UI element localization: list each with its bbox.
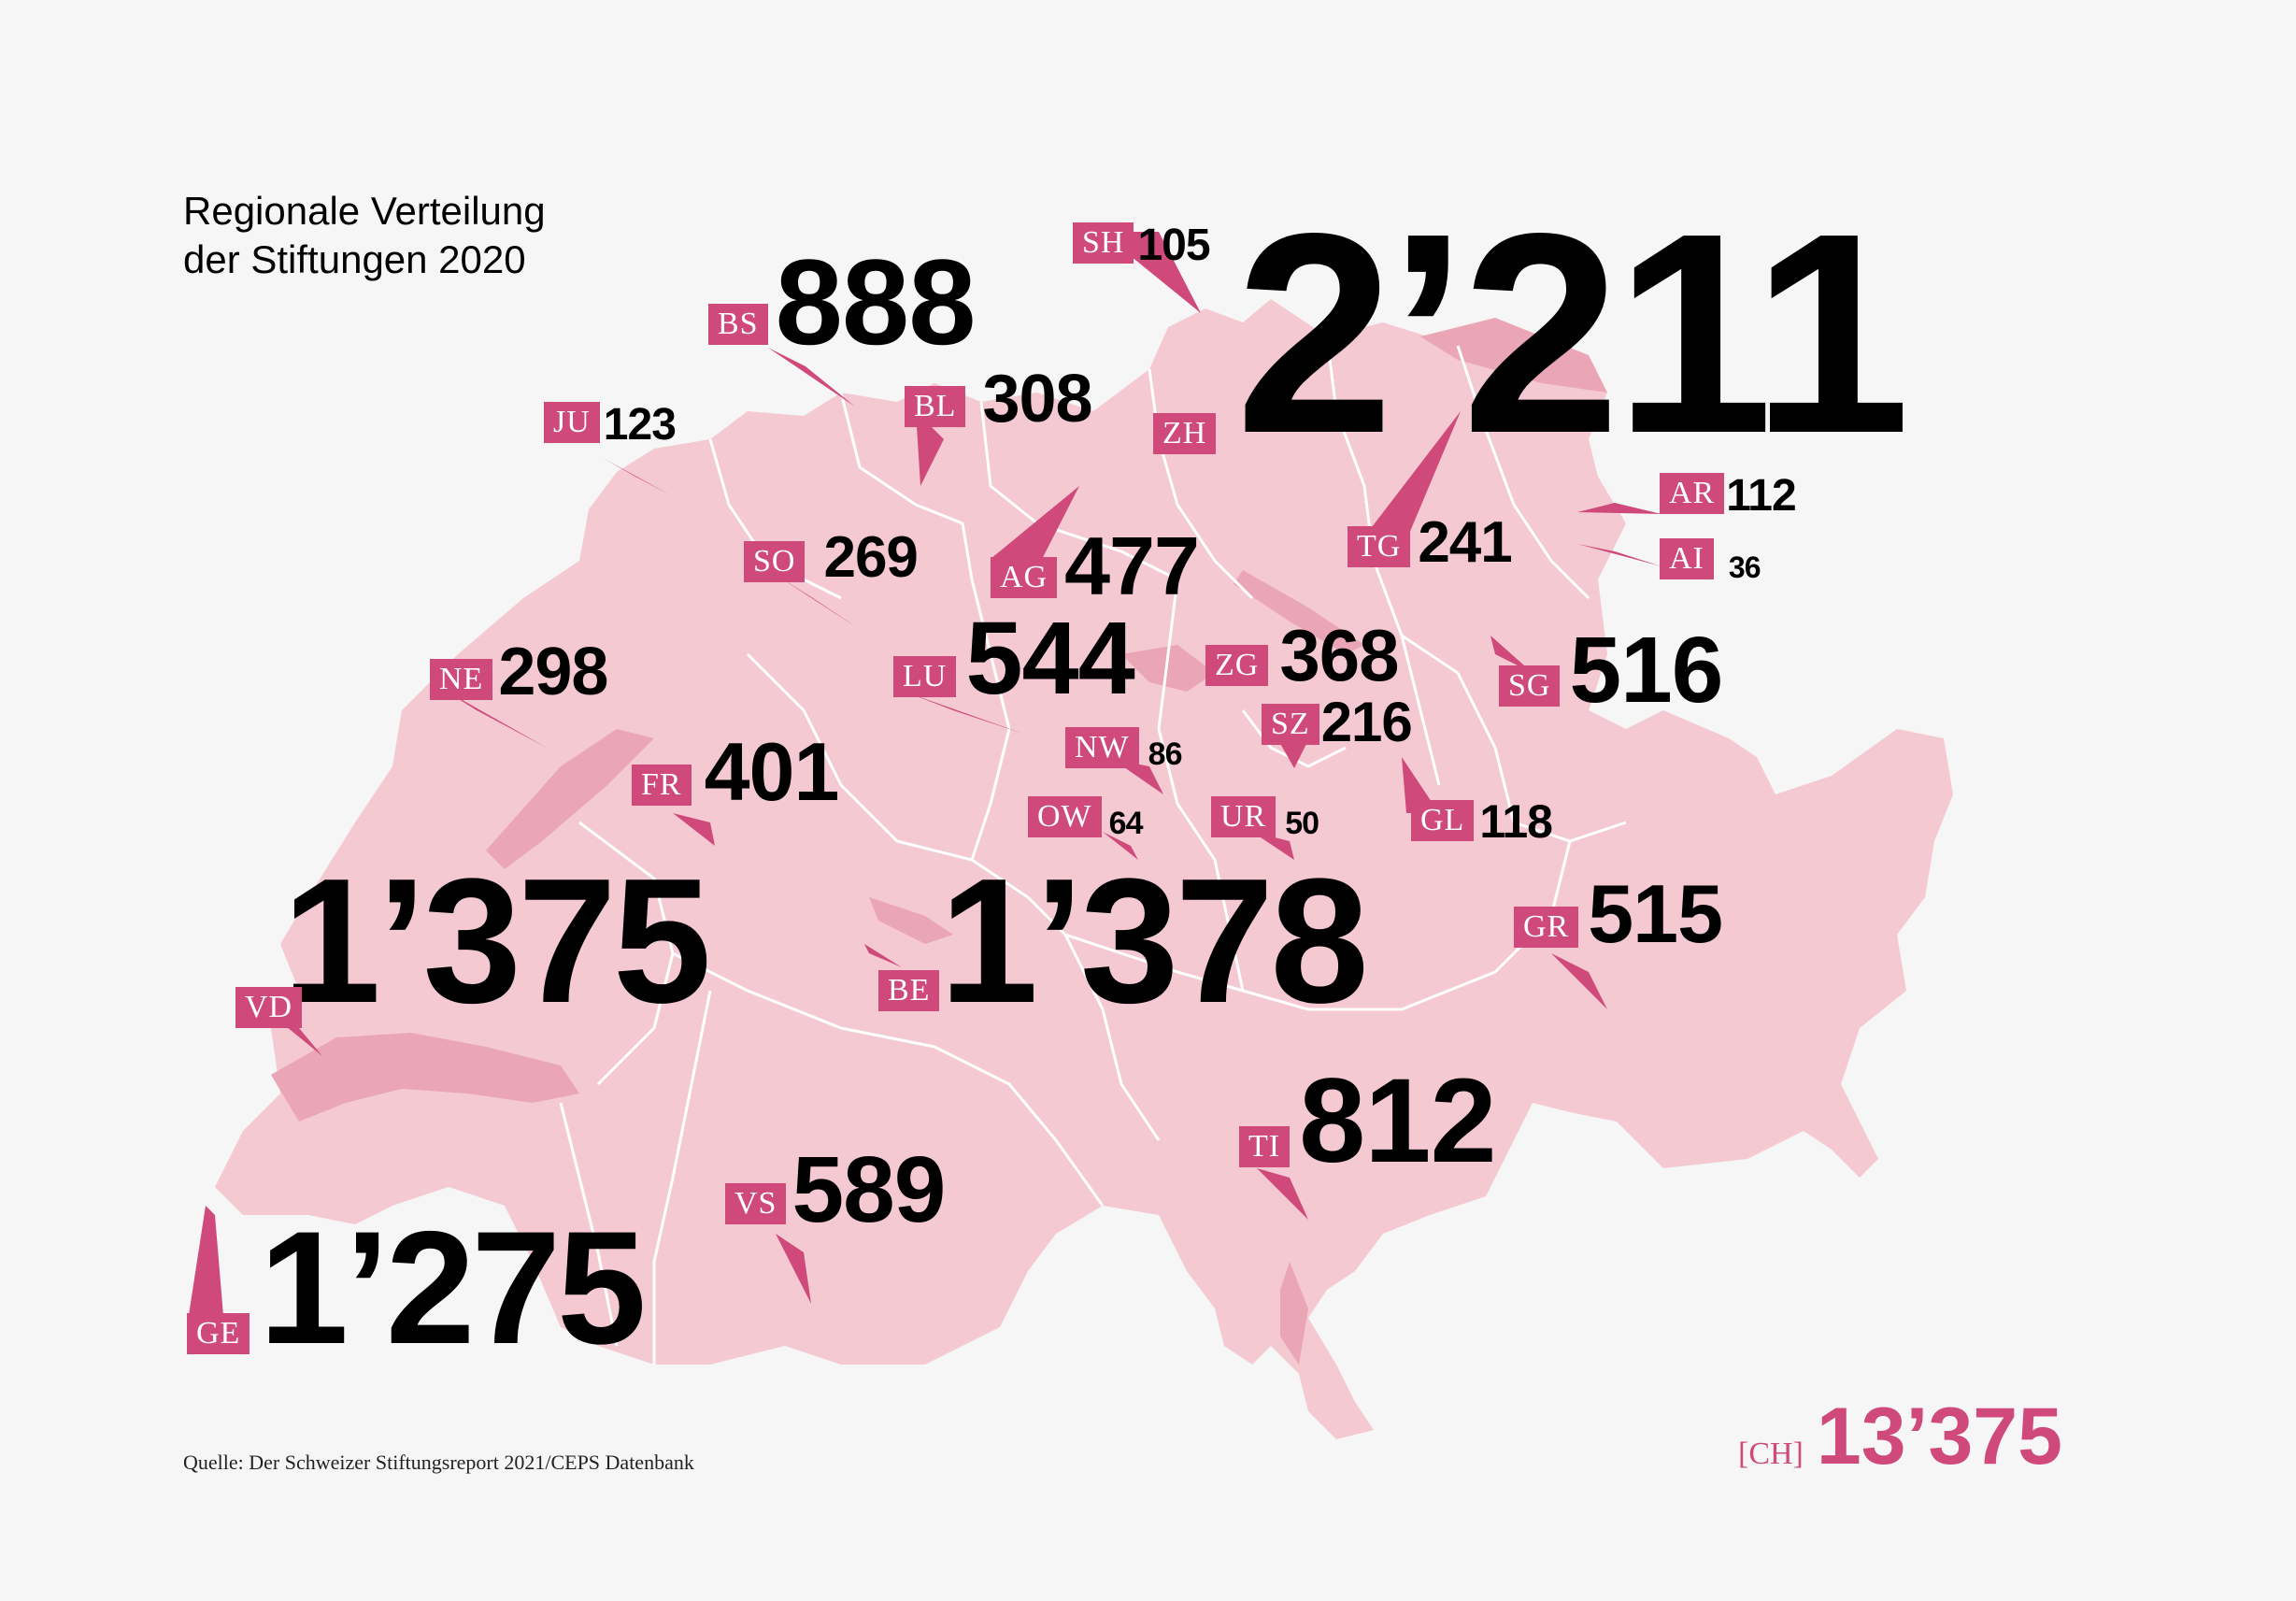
canton-count-ar: 112: [1726, 470, 1796, 521]
canton-label-lu: LU 544: [893, 601, 1135, 716]
canton-tag-sh: SH: [1073, 222, 1134, 264]
canton-tag-ur: UR: [1211, 796, 1276, 837]
canton-label-ar: AR 112: [1660, 470, 1797, 521]
source-note: Quelle: Der Schweizer Stiftungsreport 20…: [183, 1451, 694, 1474]
canton-count-nw: 86: [1148, 736, 1183, 773]
canton-count-gr: 515: [1588, 867, 1723, 960]
canton-count-bs: 888: [775, 234, 977, 370]
canton-count-fr: 401: [704, 725, 840, 818]
canton-label-vd: VD 1’375: [235, 842, 711, 1040]
canton-tag-gl: GL: [1411, 800, 1475, 841]
canton-label-so: SO 269: [744, 525, 919, 590]
label-pointers: [187, 232, 1661, 1327]
lake-thun: [869, 897, 953, 944]
lake-geneva: [271, 1033, 579, 1122]
canton-count-vd: 1’375: [282, 842, 711, 1040]
canton-count-zg: 368: [1279, 614, 1399, 696]
canton-tag-ju: JU: [544, 402, 600, 443]
canton-tag-ai: AI: [1660, 538, 1714, 579]
canton-label-vs: VS 589: [725, 1137, 946, 1242]
canton-count-ai: 36: [1728, 550, 1761, 584]
canton-label-nw: NW 86: [1065, 727, 1183, 773]
canton-count-gl: 118: [1479, 795, 1553, 848]
map-title-line-1: Regionale Verteilung: [183, 189, 546, 233]
canton-tag-zg: ZG: [1205, 644, 1269, 686]
canton-count-vs: 589: [791, 1137, 946, 1242]
switzerland-outline: [215, 299, 1953, 1439]
canton-label-sg: SG 516: [1499, 618, 1723, 722]
canton-label-gr: GR 515: [1514, 867, 1723, 960]
canton-count-ge: 1’275: [259, 1198, 646, 1378]
total-label: [CH]: [1738, 1437, 1804, 1471]
canton-label-fr: FR 401: [632, 725, 840, 818]
canton-count-ow: 64: [1108, 806, 1144, 842]
canton-tag-tg: TG: [1348, 525, 1411, 567]
canton-label-zg: ZG 368: [1205, 614, 1399, 696]
canton-tag-so: SO: [744, 540, 806, 582]
canton-label-tg: TG 241: [1348, 510, 1513, 575]
canton-count-be: 1’378: [939, 842, 1368, 1040]
canton-label-be: BE 1’378: [878, 842, 1369, 1040]
map-title-line-2: der Stiftungen 2020: [183, 237, 526, 281]
canton-tag-vd: VD: [235, 987, 303, 1028]
canton-tag-gr: GR: [1514, 907, 1579, 949]
canton-tag-ar: AR: [1660, 473, 1725, 514]
canton-tag-nw: NW: [1065, 727, 1139, 768]
canton-tag-sg: SG: [1499, 665, 1561, 707]
canton-label-ne: NE 298: [430, 635, 608, 709]
canton-count-bl: 308: [982, 362, 1092, 436]
canton-label-ai: AI 36: [1660, 538, 1761, 584]
canton-count-tg: 241: [1418, 510, 1512, 575]
canton-tag-vs: VS: [725, 1183, 787, 1224]
canton-tag-zh: ZH: [1153, 413, 1217, 454]
canton-tag-ag: AG: [991, 557, 1058, 599]
canton-label-bl: BL 308: [905, 362, 1093, 436]
canton-tag-ow: OW: [1028, 796, 1102, 837]
map-title: Regionale Verteilung der Stiftungen 2020: [183, 187, 546, 284]
canton-label-sh: SH 105: [1073, 220, 1211, 270]
canton-tag-ge: GE: [187, 1313, 250, 1355]
canton-count-ur: 50: [1285, 806, 1319, 842]
canton-label-ti: TI 812: [1239, 1054, 1497, 1188]
canton-tag-be: BE: [878, 969, 940, 1011]
canton-tag-fr: FR: [632, 765, 692, 807]
total-switzerland: [CH] 13’375: [1738, 1391, 2062, 1483]
total-value: 13’375: [1816, 1392, 2062, 1481]
canton-count-sz: 216: [1320, 691, 1413, 753]
canton-count-sg: 516: [1569, 618, 1723, 722]
canton-count-lu: 544: [965, 601, 1135, 716]
canton-label-ju: JU 123: [544, 399, 677, 450]
canton-label-zh: ZH 2’211: [1153, 174, 1910, 493]
canton-label-ge: GE 1’275: [187, 1198, 647, 1378]
lake-neuchatel: [486, 729, 654, 869]
canton-tag-ne: NE: [430, 659, 493, 701]
canton-label-bs: BS 888: [708, 234, 977, 370]
canton-label-ur: UR 50: [1211, 796, 1319, 842]
canton-count-so: 269: [823, 525, 918, 590]
canton-count-ti: 812: [1299, 1054, 1497, 1188]
canton-count-zh: 2’211: [1235, 174, 1910, 493]
canton-label-gl: GL 118: [1411, 795, 1553, 848]
canton-tag-sz: SZ: [1262, 704, 1319, 746]
canton-label-sz: SZ 216: [1262, 691, 1413, 753]
canton-count-sh: 105: [1137, 220, 1210, 270]
lake-maggiore: [1280, 1262, 1308, 1365]
lake-constance: [1420, 318, 1607, 393]
canton-label-ag: AG 477: [991, 520, 1200, 612]
canton-count-ju: 123: [603, 399, 677, 450]
canton-tag-ti: TI: [1239, 1125, 1291, 1167]
canton-tag-lu: LU: [893, 656, 957, 698]
canton-count-ne: 298: [498, 635, 608, 709]
lake-lucerne: [1121, 645, 1215, 692]
canton-count-ag: 477: [1064, 520, 1200, 612]
lake-zurich: [1234, 570, 1364, 654]
canton-tag-bl: BL: [905, 386, 966, 428]
canton-label-ow: OW 64: [1028, 796, 1144, 842]
canton-tag-bs: BS: [708, 303, 768, 345]
